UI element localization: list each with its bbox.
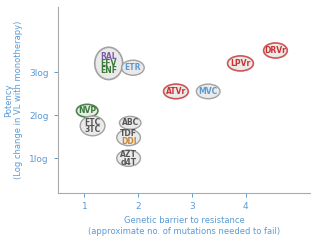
Text: MVC: MVC — [199, 87, 218, 96]
Text: DRVr: DRVr — [265, 46, 286, 55]
Ellipse shape — [264, 43, 287, 58]
Text: 3TC: 3TC — [84, 125, 101, 134]
Ellipse shape — [76, 104, 98, 117]
Ellipse shape — [95, 47, 123, 80]
Text: ENF: ENF — [100, 66, 117, 75]
Ellipse shape — [196, 84, 220, 99]
Ellipse shape — [117, 129, 140, 146]
Text: NVP: NVP — [78, 106, 96, 115]
Ellipse shape — [117, 150, 140, 166]
Ellipse shape — [119, 116, 141, 129]
Text: ETR: ETR — [125, 63, 141, 72]
Text: TDF: TDF — [120, 129, 137, 138]
Ellipse shape — [164, 84, 188, 99]
Text: LPVr: LPVr — [230, 59, 251, 68]
Text: ABC: ABC — [122, 118, 139, 127]
Text: DDI: DDI — [121, 137, 136, 146]
Text: AZT: AZT — [120, 150, 137, 159]
Ellipse shape — [228, 56, 253, 71]
Ellipse shape — [80, 116, 105, 136]
Text: EFV: EFV — [100, 59, 117, 68]
Ellipse shape — [122, 60, 144, 75]
Text: FTC: FTC — [84, 118, 101, 126]
X-axis label: Genetic barrier to resistance
(approximate no. of mutations needed to fail): Genetic barrier to resistance (approxima… — [88, 216, 280, 236]
Text: d4T: d4T — [121, 158, 137, 166]
Text: RAL: RAL — [100, 52, 117, 61]
Y-axis label: Potency
(Log change in VL with monotherapy): Potency (Log change in VL with monothera… — [4, 21, 23, 179]
Text: ATVr: ATVr — [166, 87, 186, 96]
